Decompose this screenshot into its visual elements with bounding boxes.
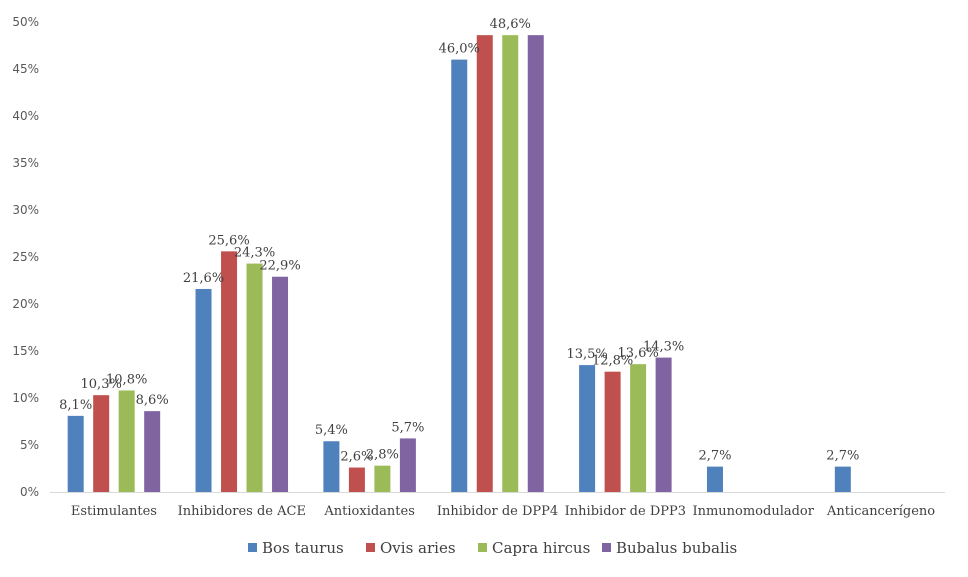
legend-item-capra-hircus[interactable]: Capra hircus: [478, 539, 590, 557]
y-tick-label: 50%: [12, 15, 39, 29]
y-tick-label: 20%: [12, 297, 39, 311]
data-label: 21,6%: [183, 271, 224, 286]
y-tick-label: 5%: [20, 438, 39, 452]
bar-capra-hircus: [118, 390, 135, 492]
x-category-label: Anticancerígeno: [826, 504, 935, 519]
y-tick-label: 10%: [12, 391, 39, 405]
data-label: 8,1%: [59, 398, 92, 413]
data-label: 2,7%: [698, 449, 731, 464]
bar-capra-hircus: [246, 263, 263, 492]
bar-capra-hircus: [630, 364, 647, 492]
x-category-label: Estimulantes: [71, 504, 157, 519]
bars: [67, 35, 851, 492]
bar-capra-hircus: [502, 35, 519, 492]
data-label: 46,0%: [439, 42, 480, 57]
x-category-label: Inmunomodulador: [692, 504, 814, 519]
data-label: 10,3%: [81, 377, 122, 392]
bar-bos-taurus: [195, 288, 212, 492]
bar-bubalus-bubalis: [655, 357, 672, 492]
bar-ovis-aries: [221, 251, 238, 492]
data-label: 22,9%: [259, 259, 300, 274]
legend-item-ovis-aries[interactable]: Ovis aries: [366, 539, 456, 557]
bar-ovis-aries: [93, 395, 110, 492]
legend-swatch: [366, 543, 375, 552]
bar-bubalus-bubalis: [527, 35, 544, 492]
y-axis-ticks: 0% 5% 10% 15% 20% 25% 30% 35% 40% 45% 50%: [12, 15, 39, 499]
bar-ovis-aries: [604, 371, 621, 492]
bar-bubalus-bubalis: [144, 411, 161, 492]
y-tick-label: 15%: [12, 344, 39, 358]
legend-label: Bubalus bubalis: [616, 539, 737, 557]
bar-bos-taurus: [323, 441, 340, 492]
y-tick-label: 0%: [20, 485, 39, 499]
data-label: 14,3%: [643, 340, 684, 355]
legend-item-bubalus-bubalis[interactable]: Bubalus bubalis: [602, 539, 737, 557]
data-label: 48,6%: [490, 17, 531, 32]
legend[interactable]: Bos taurus Ovis aries Capra hircus Bubalus …: [248, 539, 737, 557]
bar-bos-taurus: [834, 466, 851, 492]
data-label: 25,6%: [208, 233, 249, 248]
data-labels: 8,1% 10,3%10,8% 8,6% 21,6% 25,6%24,3%22,9% 5,…: [59, 17, 859, 464]
data-label: 24,3%: [234, 246, 275, 261]
legend-label: Bos taurus: [262, 539, 344, 557]
legend-swatch: [478, 543, 487, 552]
legend-item-bos-taurus[interactable]: Bos taurus: [248, 539, 344, 557]
category-labels: Estimulantes Inhibidores de ACE Antioxidan…: [71, 504, 935, 519]
y-tick-label: 25%: [12, 250, 39, 264]
data-label: 13,5%: [566, 347, 607, 362]
bar-bos-taurus: [67, 415, 84, 492]
x-category-label: Antioxidantes: [323, 504, 415, 519]
data-label: 5,4%: [315, 423, 348, 438]
data-label: 2,8%: [366, 448, 399, 463]
data-label: 5,7%: [391, 420, 424, 435]
data-label: 10,8%: [106, 372, 147, 387]
legend-label: Capra hircus: [492, 539, 590, 557]
legend-label: Ovis aries: [380, 539, 456, 557]
bar-bos-taurus: [579, 365, 596, 492]
x-category-label: Inhibidor de DPP3: [565, 504, 686, 519]
data-label: 2,7%: [826, 449, 859, 464]
x-category-label: Inhibidor de DPP4: [437, 504, 558, 519]
legend-swatch: [248, 543, 257, 552]
y-tick-label: 45%: [12, 62, 39, 76]
data-label: 2,6%: [340, 450, 373, 465]
data-label: 13,6%: [617, 346, 658, 361]
data-label: 12,8%: [592, 354, 633, 369]
x-category-label: Inhibidores de ACE: [178, 504, 306, 519]
y-tick-label: 40%: [12, 109, 39, 123]
bar-ovis-aries: [476, 35, 493, 492]
bar-ovis-aries: [348, 467, 365, 492]
bar-bos-taurus: [706, 466, 723, 492]
bar-bos-taurus: [451, 59, 468, 492]
bar-capra-hircus: [374, 465, 391, 492]
bar-bubalus-bubalis: [399, 438, 416, 492]
y-tick-label: 35%: [12, 156, 39, 170]
y-tick-label: 30%: [12, 203, 39, 217]
legend-swatch: [602, 543, 611, 552]
bar-bubalus-bubalis: [272, 276, 289, 492]
data-label: 8,6%: [136, 393, 169, 408]
